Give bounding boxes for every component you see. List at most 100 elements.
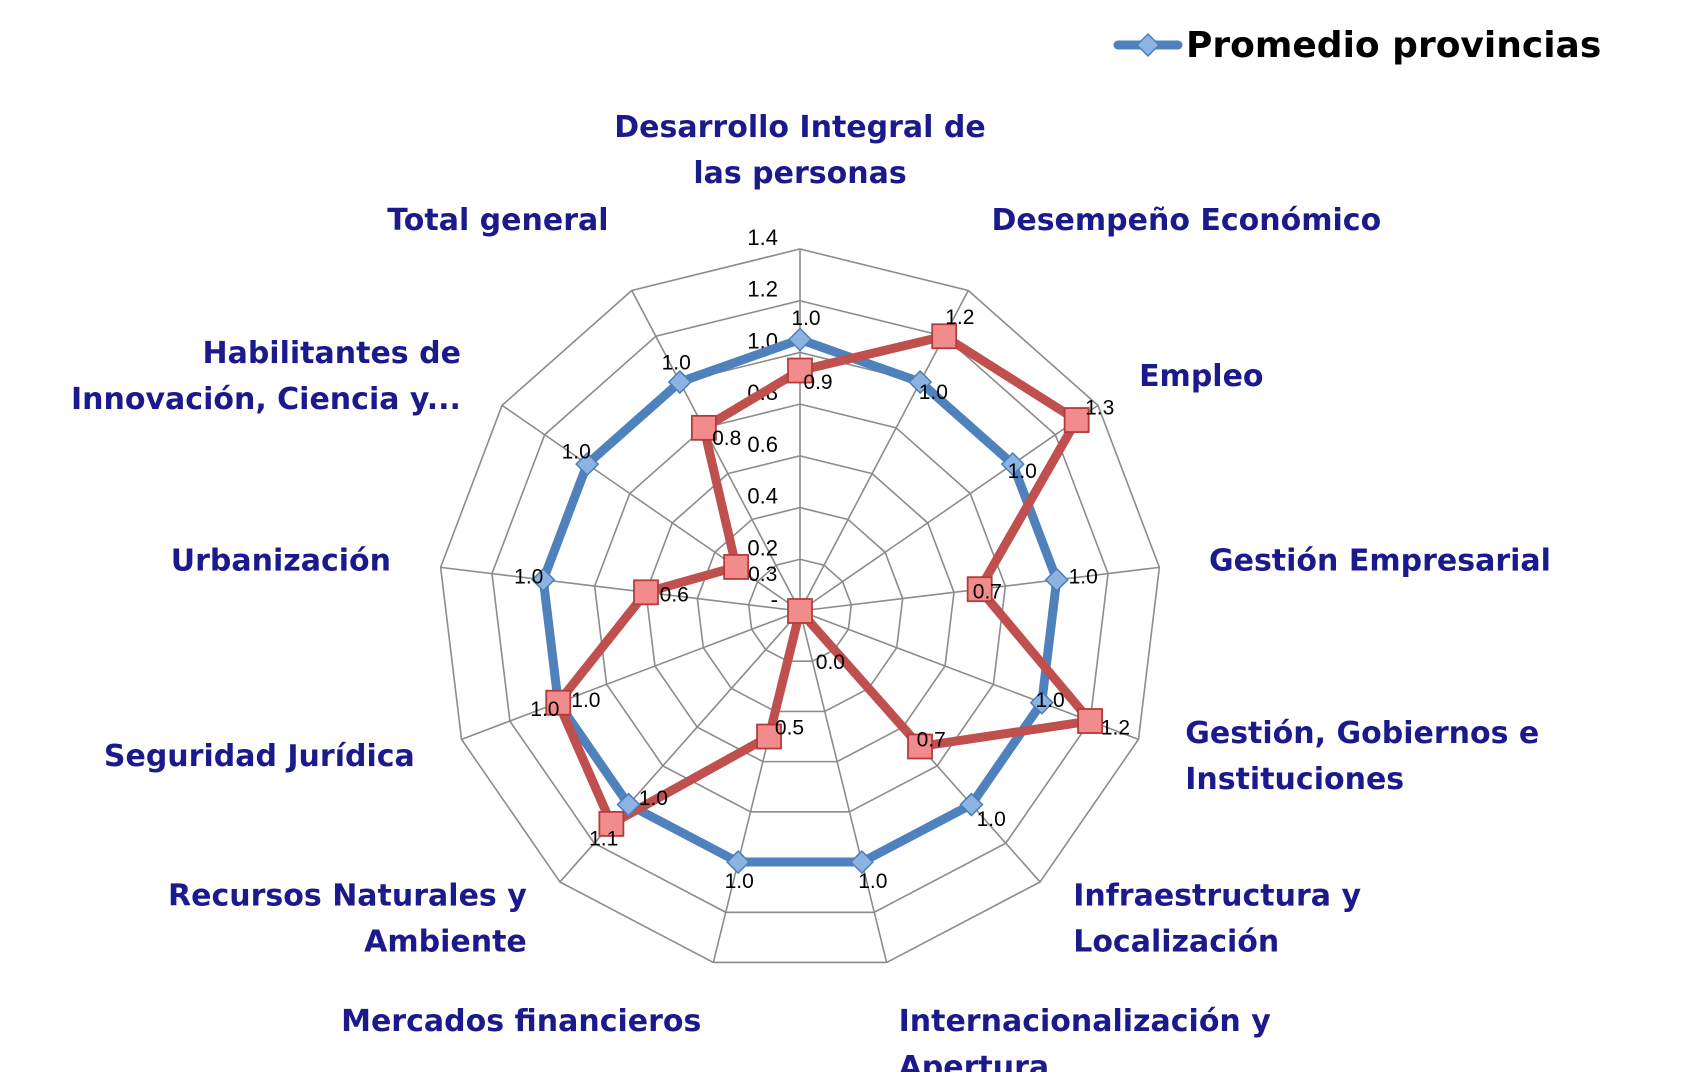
category-label-11-1: Innovación, Ciencia y... <box>71 382 461 417</box>
series-markers <box>531 323 1104 875</box>
series-0-marker-4 <box>1029 690 1054 715</box>
data-label-5-a: 1.0 <box>977 808 1006 831</box>
data-label-12-a: 1.0 <box>662 352 691 375</box>
series-line-0 <box>538 335 1062 867</box>
data-label-9-b: 1.0 <box>571 689 600 712</box>
series-0-marker-5 <box>959 792 984 817</box>
series-0-marker-3 <box>1044 567 1069 592</box>
data-labels: 1.0 0.9 1.2 1.0 1.3 1.0 1.0 0.7 1.2 1.0 1.0 0.7 1.0 0… <box>514 306 1130 893</box>
data-label-11-b: 0.3 <box>748 563 777 586</box>
data-label-1-b: 1.0 <box>919 381 948 404</box>
data-label-1-a: 1.2 <box>945 306 974 329</box>
data-label-6-a: 1.0 <box>858 870 887 893</box>
legend-label: Promedio provincias <box>1186 25 1601 66</box>
series-0-marker-10 <box>531 567 556 592</box>
data-label-2-a: 1.3 <box>1085 396 1114 419</box>
category-label-0-0: Desarrollo Integral de <box>614 110 985 145</box>
grid-ring-7 <box>439 248 1161 964</box>
series-0-marker-0 <box>787 327 813 352</box>
category-label-3-0: Gestión Empresarial <box>1209 543 1551 578</box>
tick-label-7: 1.4 <box>747 225 778 250</box>
category-label-0-1: las personas <box>693 156 906 191</box>
category-label-9-0: Seguridad Jurídica <box>104 739 415 774</box>
grid-ring-6 <box>491 299 1109 914</box>
data-label-10-a: 1.0 <box>514 565 543 588</box>
category-labels: Desarrollo Integral de las personas Desemp… <box>71 110 1551 1077</box>
category-label-6-1: Apertura <box>899 1050 1050 1072</box>
series-lines <box>538 331 1095 867</box>
tick-label-6: 1.2 <box>747 277 778 302</box>
tick-label-3: 0.6 <box>747 432 778 457</box>
category-label-5-1: Localización <box>1073 924 1279 959</box>
grid-spoke-9 <box>461 610 801 741</box>
grid-ring-1 <box>747 558 853 663</box>
grid-spoke-8 <box>559 610 801 883</box>
legend-marker <box>1135 32 1161 58</box>
grid-spoke-10 <box>440 566 801 612</box>
series-1-marker-8 <box>598 810 625 837</box>
grid-ring-4 <box>593 403 1007 813</box>
data-label-2-b: 1.0 <box>1008 460 1037 483</box>
data-label-4-a: 1.2 <box>1101 716 1130 739</box>
series-0-marker-1 <box>908 369 933 395</box>
series-1-marker-10 <box>633 579 659 606</box>
series-0-marker-6 <box>849 849 874 875</box>
series-0-marker-8 <box>616 792 641 817</box>
category-label-7-0: Mercados financieros <box>341 1004 701 1039</box>
data-label-0-b: 0.9 <box>803 371 832 394</box>
data-label-3-b: 0.7 <box>973 580 1002 603</box>
radial-tick-labels: -0.20.40.60.81.01.21.4 <box>747 225 778 612</box>
category-label-8-1: Ambiente <box>364 924 527 959</box>
series-0-marker-11 <box>575 452 600 477</box>
series-1-marker-0 <box>787 357 813 384</box>
data-label-12-b: 0.8 <box>712 427 741 450</box>
category-label-8-0: Recursos Naturales y <box>168 878 527 913</box>
category-label-12-0: Total general <box>387 203 608 238</box>
data-label-10-b: 0.6 <box>660 584 689 607</box>
data-label-4-b: 1.0 <box>1035 689 1064 712</box>
grid-ring-3 <box>645 455 955 763</box>
series-1-marker-9 <box>545 689 572 716</box>
series-0-marker-2 <box>1000 452 1025 477</box>
category-label-2-0: Empleo <box>1139 359 1263 394</box>
series-1-marker-2 <box>1063 407 1090 433</box>
series-line-1 <box>553 331 1095 829</box>
category-label-4-0: Gestión, Gobiernos e <box>1185 716 1539 751</box>
data-label-7-b: 0.5 <box>775 716 804 739</box>
category-label-1-0: Desempeño Económico <box>991 203 1381 238</box>
series-1-marker-6 <box>787 598 813 624</box>
tick-label-0: - <box>771 587 778 612</box>
series-0-marker-12 <box>667 369 692 395</box>
series-1-marker-1 <box>931 323 958 350</box>
category-label-5-0: Infraestructura y <box>1073 878 1361 913</box>
category-label-10-0: Urbanización <box>171 543 391 578</box>
series-1-marker-12 <box>690 414 717 441</box>
grid-spoke-11 <box>501 404 801 612</box>
grid-spoke-6 <box>799 610 888 963</box>
data-label-3-a: 1.0 <box>1069 565 1098 588</box>
grid-spoke-12 <box>631 290 801 612</box>
data-label-0-a: 1.0 <box>791 307 820 330</box>
data-label-6-b: 0.0 <box>816 651 845 674</box>
tick-label-2: 0.4 <box>747 484 778 509</box>
data-label-11-a: 1.0 <box>562 440 591 463</box>
category-label-6-0: Internacionalización y <box>899 1004 1272 1039</box>
grid-ring-2 <box>696 506 904 713</box>
series-1-marker-11 <box>723 554 750 580</box>
series-1-marker-7 <box>756 723 782 750</box>
legend: Promedio provincias <box>1113 25 1601 66</box>
grid-spoke-2 <box>799 404 1099 612</box>
series-1-marker-4 <box>1077 708 1104 734</box>
category-label-11-0: Habilitantes de <box>202 336 460 371</box>
data-label-8-a: 1.1 <box>589 827 618 850</box>
tick-label-1: 0.2 <box>747 535 778 560</box>
data-label-9-a: 1.0 <box>530 698 559 721</box>
series-0-marker-7 <box>726 849 751 875</box>
series-1-marker-5 <box>907 733 933 760</box>
data-label-5-b: 0.7 <box>917 729 946 752</box>
data-label-7-a: 1.0 <box>725 870 754 893</box>
series-1-marker-3 <box>966 576 993 603</box>
data-label-8-b: 1.0 <box>639 787 668 810</box>
